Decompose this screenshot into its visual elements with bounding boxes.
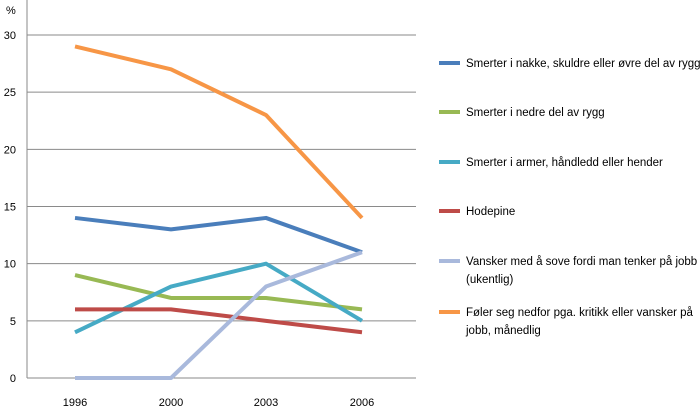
y-tick-label: 5 bbox=[10, 316, 16, 328]
tick-labels: 0 5 10 15 20 25 30 1996 2000 2003 2006 bbox=[4, 30, 374, 408]
y-tick-label: 30 bbox=[4, 30, 16, 42]
x-tick-label: 2003 bbox=[254, 397, 278, 408]
x-tick-label: 2006 bbox=[350, 397, 374, 408]
y-tick-label: 20 bbox=[4, 144, 16, 156]
legend-label: Vansker med å sove fordi man tenker på j… bbox=[466, 256, 697, 268]
legend-label: Smerter i nakke, skuldre eller øvre del … bbox=[466, 58, 700, 70]
legend-label: jobb, månedlig bbox=[465, 325, 541, 337]
legend: Smerter i nakke, skuldre eller øvre del … bbox=[439, 58, 700, 337]
x-tick-label: 2000 bbox=[159, 397, 183, 408]
legend-label: Føler seg nedfor pga. kritikk eller vans… bbox=[466, 307, 694, 319]
series-line-3 bbox=[75, 307, 363, 335]
y-tick-label: 0 bbox=[10, 373, 16, 385]
series-line-4 bbox=[75, 250, 363, 380]
x-tick-label: 1996 bbox=[63, 397, 87, 408]
legend-label: (ukentlig) bbox=[466, 274, 513, 286]
series-line-1 bbox=[74, 273, 363, 312]
legend-label: Hodepine bbox=[466, 206, 515, 218]
series-line-0 bbox=[74, 215, 363, 255]
y-tick-label: 10 bbox=[4, 259, 16, 271]
y-tick-label: 15 bbox=[4, 202, 16, 214]
series-lines bbox=[74, 44, 364, 380]
y-axis-unit-label: % bbox=[6, 5, 16, 17]
legend-label: Smerter i armer, håndledd eller hender bbox=[466, 157, 663, 169]
series-line-5 bbox=[74, 44, 364, 220]
legend-label: Smerter i nedre del av rygg bbox=[466, 107, 605, 119]
y-tick-label: 25 bbox=[4, 87, 16, 99]
